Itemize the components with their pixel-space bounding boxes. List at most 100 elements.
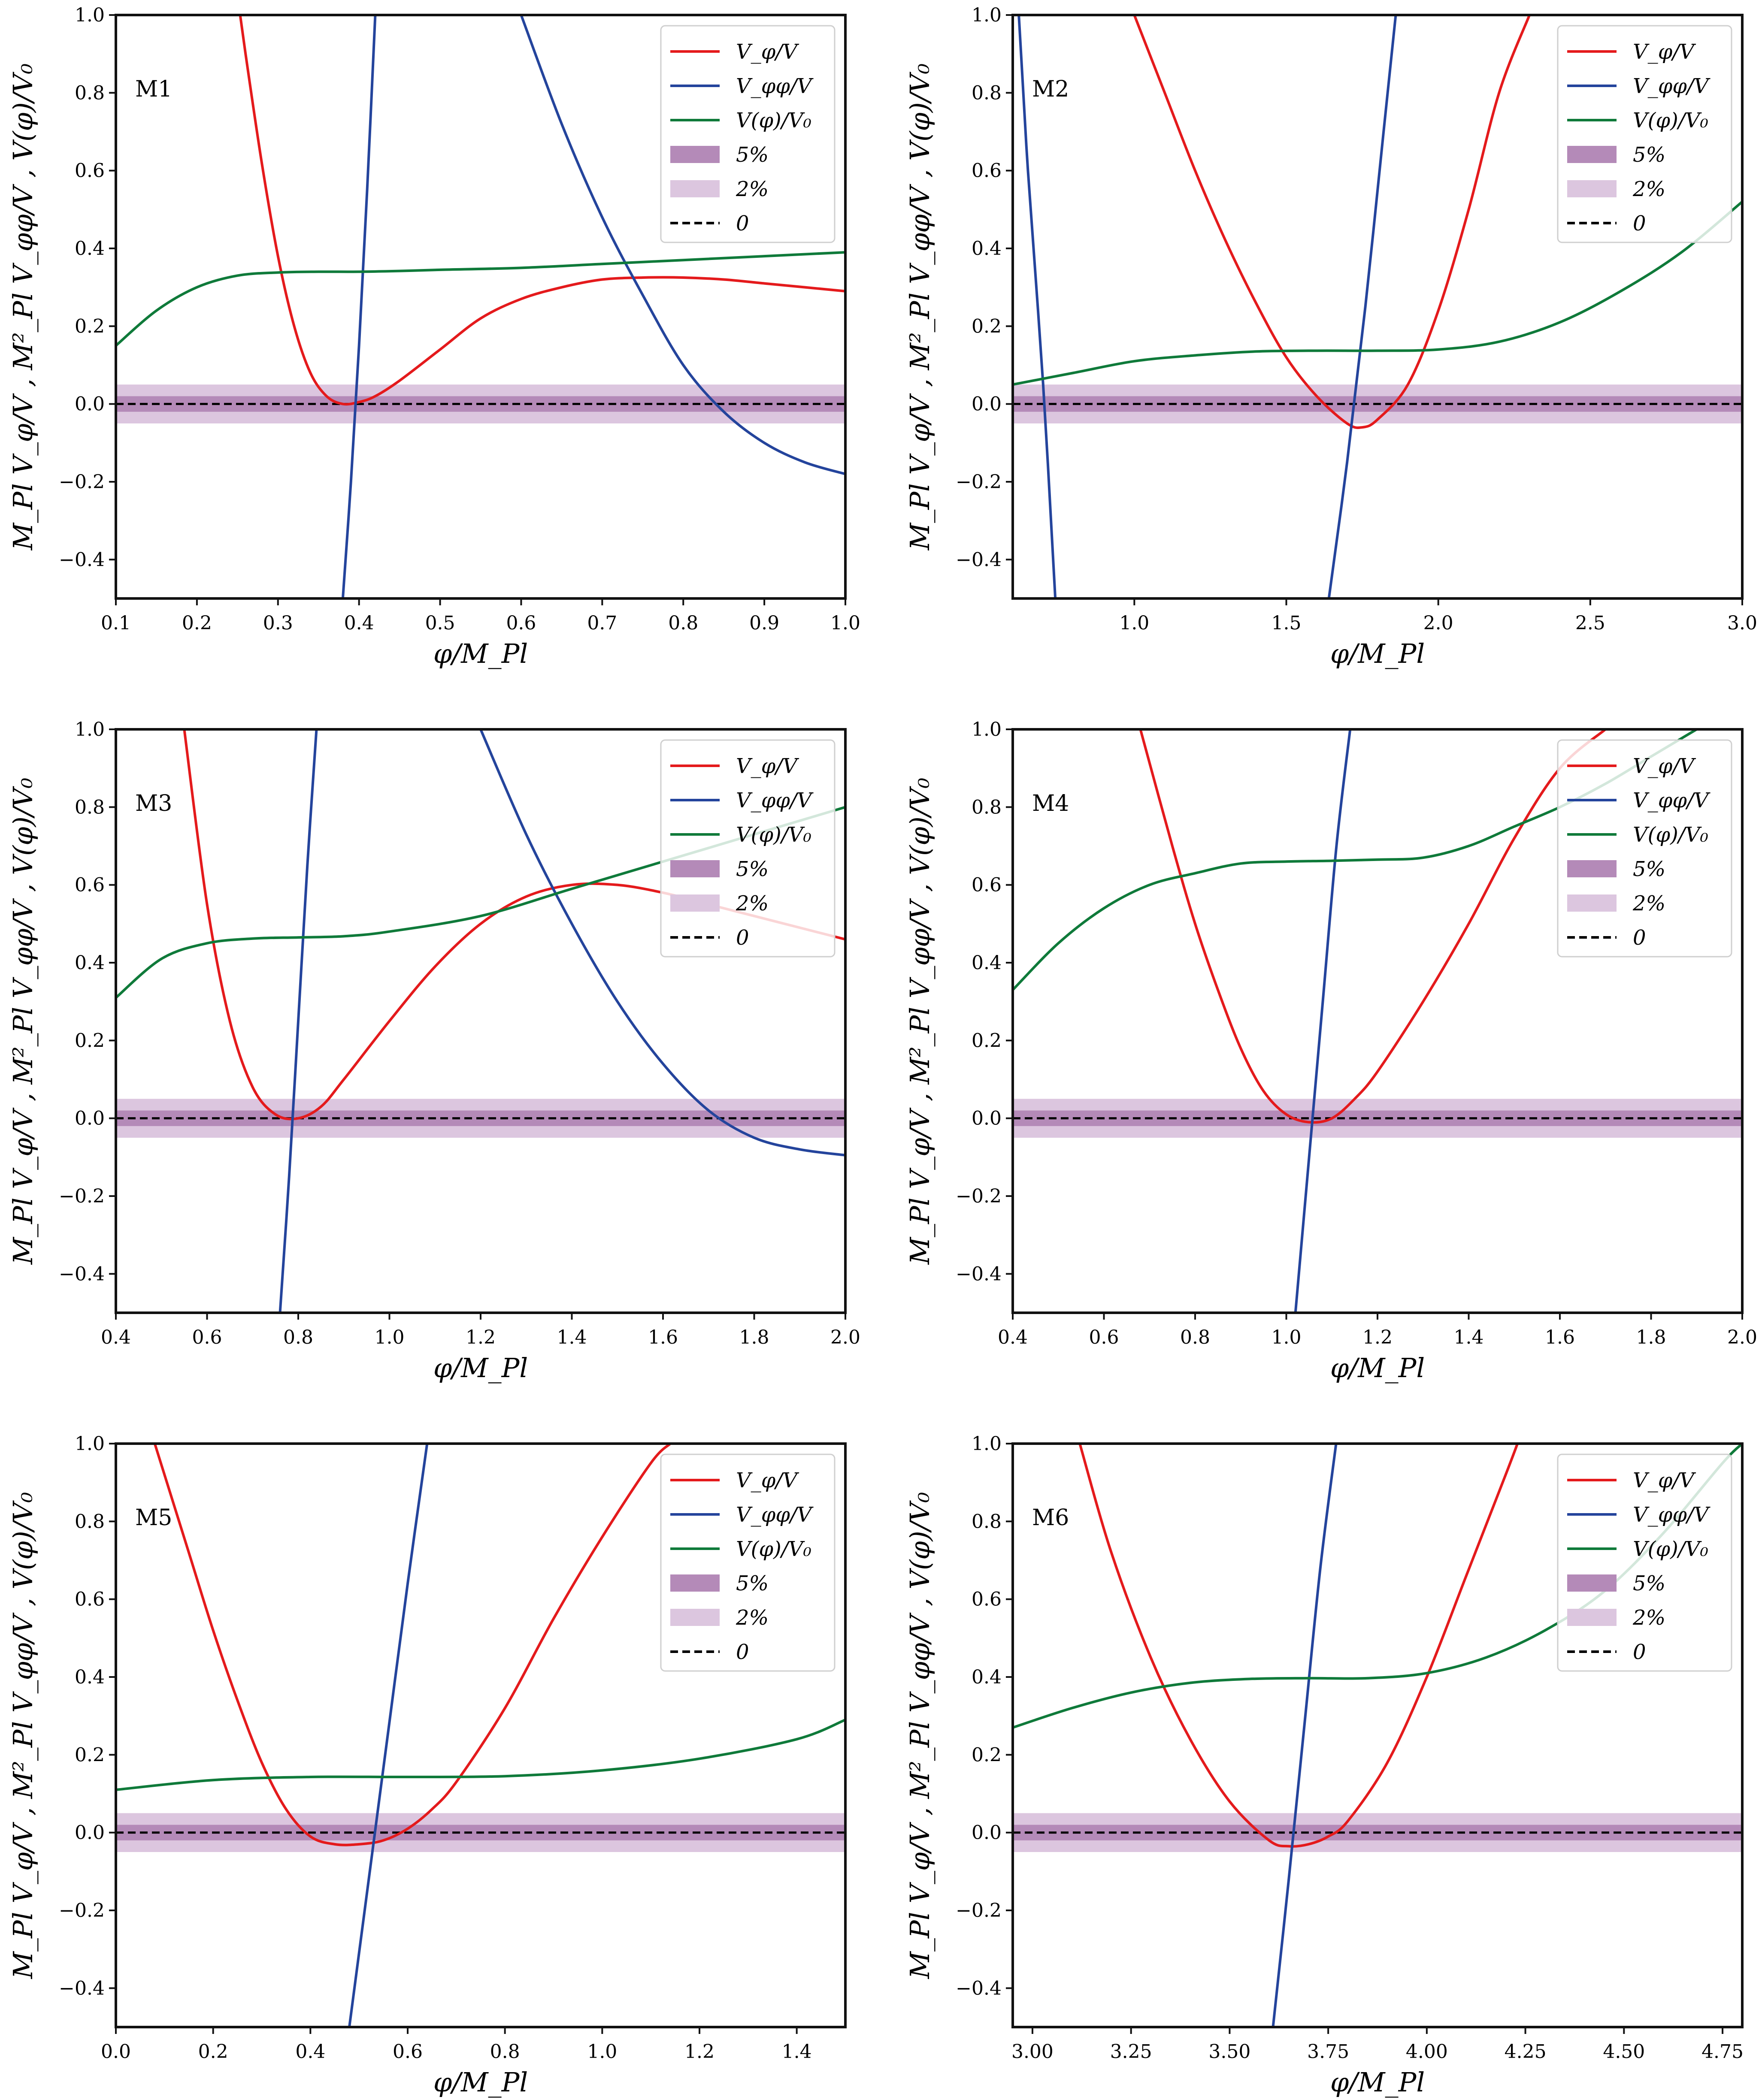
x-tick-label: 2.0 <box>830 1326 860 1348</box>
legend-swatch <box>1567 1609 1617 1626</box>
y-tick-label: 0.4 <box>75 238 105 260</box>
legend-label: V(φ)/V₀ <box>736 109 811 133</box>
legend-entry-band2: 2% <box>670 1606 769 1630</box>
x-tick-label: 1.4 <box>557 1326 587 1348</box>
legend-swatch <box>1567 1574 1617 1592</box>
legend-entry-band5: 5% <box>1567 143 1665 167</box>
y-tick-label: 0.0 <box>75 393 105 415</box>
legend-entry-v: V(φ)/V₀ <box>670 823 811 847</box>
chart-panel-m3: 0.4 0.6 0.8 1.0 1.2 1.4 1.6 1.8 2.0 −0.4 −0.2 0.0 0.… <box>7 719 860 1384</box>
plot-frame <box>115 1442 847 2028</box>
legend-entry-band2: 2% <box>1567 1606 1665 1630</box>
legend-label: V_φφ/V <box>1633 74 1711 98</box>
legend-label: V_φφ/V <box>1633 1503 1711 1527</box>
x-tick-label: 0.6 <box>1089 1326 1119 1348</box>
legend-swatch <box>1567 180 1617 197</box>
legend-label: 0 <box>1633 212 1646 236</box>
x-tick-label: 1.2 <box>466 1326 496 1348</box>
x-tick-label: 0.2 <box>198 2041 228 2063</box>
legend-label: 0 <box>736 212 749 236</box>
y-tick-label: 0.6 <box>972 160 1002 182</box>
y-tick-label: 1.0 <box>972 4 1002 26</box>
legend-swatch <box>670 1609 720 1626</box>
x-axis-label: φ/M_Pl <box>433 1352 528 1384</box>
legend-entry-vphi: V_φ/V <box>670 1468 799 1493</box>
y-tick-label: −0.2 <box>59 1185 105 1207</box>
legend-entry-band2: 2% <box>1567 177 1665 201</box>
legend-entry-band5: 5% <box>1567 1571 1665 1595</box>
legend-entry-band5: 5% <box>670 143 769 167</box>
y-axis-label: M_Pl V_φ/V , M²_Pl V_φφ/V , V(φ)/V₀ <box>904 777 935 1265</box>
legend-entry-zero: 0 <box>1567 1640 1646 1664</box>
legend-label: 5% <box>736 857 769 881</box>
series-vphi-0 <box>153 1444 672 1846</box>
legend-entry-vphiphi: V_φφ/V <box>670 789 814 813</box>
y-tick-label: −0.4 <box>59 1263 105 1285</box>
x-tick-label: 4.50 <box>1603 2041 1645 2063</box>
x-tick-label: 0.8 <box>668 612 698 634</box>
y-tick-label: 0.2 <box>972 1030 1002 1052</box>
y-tick-label: −0.2 <box>956 471 1002 493</box>
legend-label: V_φφ/V <box>736 1503 814 1527</box>
x-tick-label: 1.4 <box>782 2041 812 2063</box>
series-vphiphi-2 <box>1327 15 1397 598</box>
x-tick-label: 0.4 <box>344 612 374 634</box>
x-tick-label: 0.8 <box>1180 1326 1210 1348</box>
legend: V_φ/V V_φφ/V V(φ)/V₀ 5% 2% 0 <box>660 739 836 958</box>
y-tick-label: −0.2 <box>59 471 105 493</box>
y-tick-label: 0.8 <box>75 1511 105 1532</box>
x-tick-label: 2.5 <box>1575 612 1605 634</box>
legend-swatch <box>670 860 720 877</box>
legend-entry-vphi: V_φ/V <box>670 754 799 778</box>
y-tick-label: 0.4 <box>972 1666 1002 1688</box>
legend-label: 5% <box>1633 1571 1665 1595</box>
y-tick-label: −0.2 <box>59 1900 105 1922</box>
y-tick-label: 0.0 <box>972 1822 1002 1844</box>
legend-label: V(φ)/V₀ <box>736 823 811 847</box>
x-axis-label: φ/M_Pl <box>433 2067 528 2098</box>
x-tick-label: 4.00 <box>1406 2041 1448 2063</box>
x-tick-label: 0.3 <box>263 612 293 634</box>
legend-entry-vphi: V_φ/V <box>1567 40 1696 64</box>
legend-entry-vphi: V_φ/V <box>1567 754 1696 778</box>
x-tick-label: 1.0 <box>375 1326 405 1348</box>
x-tick-label: 1.8 <box>739 1326 769 1348</box>
x-tick-label: 3.50 <box>1208 2041 1250 2063</box>
legend-entry-band5: 5% <box>670 857 769 881</box>
legend-label: 0 <box>1633 1640 1646 1664</box>
chart-panel-m1: 0.1 0.2 0.3 0.4 0.5 0.6 0.7 0.8 0.9 1.0 −0.4 −0.2 0.… <box>7 4 860 669</box>
x-tick-label: 1.2 <box>1362 1326 1393 1348</box>
series-vphiphi-2 <box>520 15 845 475</box>
legend-entry-zero: 0 <box>670 926 749 950</box>
x-tick-label: 0.7 <box>587 612 617 634</box>
x-tick-label: 0.1 <box>101 612 131 634</box>
legend-swatch <box>670 894 720 912</box>
panel-label: M2 <box>1032 76 1069 102</box>
y-tick-label: 0.6 <box>75 160 105 182</box>
series-vphiphi-1 <box>341 15 377 598</box>
legend-entry-band2: 2% <box>670 177 769 201</box>
y-tick-label: 0.0 <box>972 393 1002 415</box>
x-tick-label: 1.0 <box>1119 612 1149 634</box>
y-tick-label: 0.8 <box>972 82 1002 104</box>
legend-label: V_φ/V <box>736 40 799 64</box>
legend-swatch <box>1567 860 1617 877</box>
legend: V_φ/V V_φφ/V V(φ)/V₀ 5% 2% 0 <box>660 25 836 243</box>
y-tick-label: −0.4 <box>59 549 105 571</box>
y-axis-label: M_Pl V_φ/V , M²_Pl V_φφ/V , V(φ)/V₀ <box>7 63 39 550</box>
series-vphi-0 <box>1078 1444 1519 1848</box>
y-tick-label: 0.4 <box>972 952 1002 974</box>
x-tick-label: 1.0 <box>830 612 860 634</box>
legend-swatch <box>670 1574 720 1592</box>
legend-entry-zero: 0 <box>1567 212 1646 236</box>
series-vphi-0 <box>239 15 845 406</box>
legend-label: 2% <box>1632 1606 1665 1630</box>
legend-entry-vphiphi: V_φφ/V <box>670 74 814 98</box>
legend-label: V(φ)/V₀ <box>736 1537 811 1561</box>
legend-label: 2% <box>736 177 769 201</box>
legend-entry-vphiphi: V_φφ/V <box>1567 1503 1711 1527</box>
legend-label: 5% <box>736 143 769 167</box>
legend-label: V_φ/V <box>1633 754 1696 778</box>
x-tick-label: 0.9 <box>749 612 779 634</box>
series-vphiphi-1 <box>1272 1444 1338 2027</box>
